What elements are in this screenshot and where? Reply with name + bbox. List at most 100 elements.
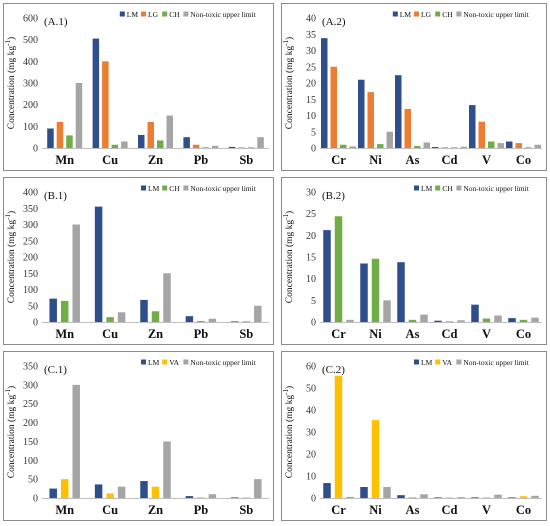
chart-a1-bar-non-toxic-upper-limit-mn [75,83,83,148]
chart-b1-bar-non-toxic-upper-limit-sb [254,305,262,322]
chart-a2-ytick-3: 15 [306,95,316,106]
chart-a1-legend-ch: CH [169,10,180,19]
chart-a2-legend-swatch-lm [392,11,398,17]
chart-b2-bar-lm-co [508,318,516,322]
chart-a2-ytick-6: 30 [306,46,316,57]
chart-b2-xtick-v: V [482,327,491,341]
chart-c1-svg: 0 50 100 150 200 250 300 350 Concentration (mg k… [4,358,269,517]
chart-panel-c1: 0 50 100 150 200 250 300 350 Concentration (mg k… [3,351,274,521]
chart-b1-legend-lm: LM [148,184,160,193]
chart-a2-bar-lg-ni [367,92,374,148]
chart-c1-legend-swatch-va [162,359,168,365]
chart-b1-legend-non-toxic-upper-limit: Non-toxic upper limit [190,184,256,193]
chart-b2-bar-lm-cr [323,230,331,322]
chart-a2-bar-lm-co [506,141,513,148]
chart-a1-bar-lg-mn [56,122,64,148]
chart-a1-bar-lm-mn [47,128,54,148]
chart-a2-bar-non-toxic-upper-limit-co [534,144,541,148]
chart-a1-bar-lg-sb [238,147,245,148]
chart-a1-ytick-3: 300 [23,79,38,90]
chart-b1-xtick-zn: Zn [148,327,163,341]
chart-c1-ytick-0: 0 [33,494,38,505]
chart-b1-bar-lm-cu [94,206,103,323]
chart-a1-legend-lm: LM [127,10,139,19]
chart-c2-legend-non-toxic-upper-limit: Non-toxic upper limit [463,358,529,367]
chart-a1-bar-non-toxic-upper-limit-sb [257,137,264,148]
chart-a2-bar-ch-v [488,141,495,148]
chart-a2-bar-ch-ni [377,144,384,148]
chart-panel-b2: 0 5 10 15 20 25 30 Concentration (mg kg-1) Cr Ni A… [281,177,547,345]
chart-a1-ytick-0: 0 [33,144,38,155]
chart-b1-bar-non-toxic-upper-limit-mn [72,224,80,322]
chart-b1-bar-non-toxic-upper-limit-pb [208,318,217,322]
chart-c1-ytick-6: 300 [23,380,38,391]
chart-b2-bar-ch-v [482,318,491,322]
chart-c1-bar-non-toxic-upper-limit-cu [117,486,126,498]
chart-b1-bar-lm-zn [140,299,148,322]
chart-c2-bar-va-as [408,497,417,498]
chart-c2-panel-label: (C.2) [322,364,345,376]
chart-c2-bar-non-toxic-upper-limit-as [420,494,428,498]
chart-c2-ytick-1: 10 [306,472,316,483]
chart-a2-panel-label: (A.2) [322,16,346,28]
chart-c2-ylabel: Concentration (mg kg-1) [282,386,295,478]
chart-b2-ylabel: Concentration (mg kg-1) [282,211,295,303]
chart-c1-xtick-pb: Pb [194,503,209,517]
chart-a2-bar-non-toxic-upper-limit-cd [460,146,467,148]
chart-c2-legend-swatch-va [435,359,441,365]
chart-a1-ylabel: Concentration (mg kg-1) [4,37,17,129]
chart-b1-xtick-pb: Pb [194,327,209,341]
chart-a2-bar-non-toxic-upper-limit-ni [386,131,393,148]
chart-b1-bar-ch-sb [242,321,251,322]
chart-b2-ytick-3: 15 [306,253,316,264]
chart-b1-ytick-8: 400 [23,188,38,199]
chart-b2-bar-ch-co [519,319,528,322]
chart-c2-xtick-v: V [482,503,491,517]
chart-b2-bar-lm-as [397,262,405,322]
chart-b1-legend-ch: CH [169,184,180,193]
chart-c2-bar-lm-cr [323,483,331,498]
chart-b1-ytick-6: 300 [23,220,38,231]
chart-c1-bar-lm-cu [94,484,103,498]
chart-b1-svg: 0 50 100 150 200 250 300 350 400 Concentration (m… [4,184,269,341]
chart-b2-bar-lm-ni [360,263,368,322]
chart-a2-bar-non-toxic-upper-limit-as [423,142,430,148]
chart-c1-ytick-1: 50 [28,475,38,486]
chart-b2-legend-swatch-non-toxic-upper-limit [456,185,462,191]
chart-b1-bar-non-toxic-upper-limit-cu [117,312,126,322]
chart-a1-bar-lm-sb [228,146,236,148]
chart-c1-bar-non-toxic-upper-limit-mn [72,384,80,498]
chart-b2-panel-label: (B.2) [322,190,345,202]
chart-c2-bar-lm-cd [434,497,442,498]
chart-b1-panel-label: (B.1) [44,190,67,202]
chart-a2-legend-swatch-ch [435,11,441,17]
chart-c2-bar-lm-ni [360,487,368,498]
chart-a2-xtick-ni: Ni [369,153,382,167]
chart-c2-bar-va-v [482,497,491,498]
chart-b2-xtick-co: Co [516,327,531,341]
chart-b2-xtick-cr: Cr [331,327,346,341]
chart-b1-bar-ch-mn [60,300,69,323]
chart-a1-bar-lm-pb [183,137,190,148]
chart-c1-ytick-5: 250 [23,399,38,410]
chart-a2-bar-non-toxic-upper-limit-cr [349,146,356,149]
chart-b1-ytick-4: 200 [23,253,38,264]
chart-a2-bar-lm-ni [358,79,365,148]
chart-b2-bar-non-toxic-upper-limit-cd [457,320,465,322]
chart-a1-panel-label: (A.1) [44,16,68,28]
chart-c1-legend-lm: LM [148,358,160,367]
chart-c2-ytick-2: 20 [306,450,316,461]
chart-a1-xtick-zn: Zn [148,153,163,167]
chart-a2-legend-ch: CH [442,10,453,19]
chart-a2-ytick-2: 10 [306,111,316,122]
chart-c2-xtick-cr: Cr [331,503,346,517]
chart-c1-bar-non-toxic-upper-limit-sb [254,479,262,498]
chart-c2-bar-va-ni [371,420,380,498]
chart-b2-bar-non-toxic-upper-limit-v [494,315,502,322]
chart-a2-bar-ch-cr [340,144,347,148]
chart-c1-bar-va-mn [60,479,69,498]
chart-b1-bar-ch-zn [151,311,160,322]
chart-a2-bar-lg-as [404,109,411,148]
chart-b2-xtick-cd: Cd [442,327,458,341]
chart-panel-a1: 0 100 200 300 400 500 600 Concentration (mg kg-… [3,3,274,171]
